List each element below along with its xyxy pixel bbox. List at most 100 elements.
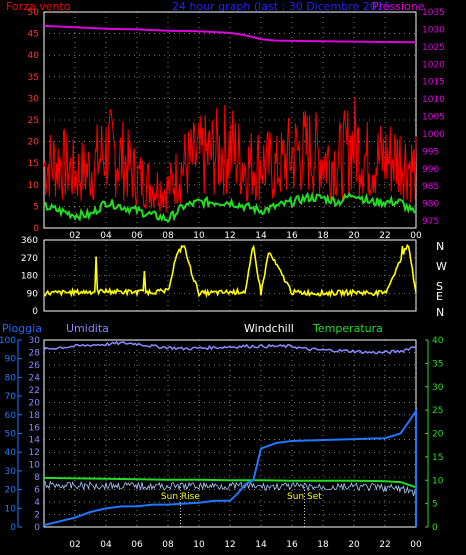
rain-y-tick-label: 60 bbox=[5, 411, 17, 421]
rain-y-tick-label: 90 bbox=[5, 355, 17, 365]
humidity-y-tick-label: 10 bbox=[29, 461, 41, 471]
pressure-y-tick-label: 1005 bbox=[422, 113, 445, 123]
wind-pressure-panel: 0510152025303540455097598098599099510001… bbox=[28, 8, 446, 241]
humidity-y-tick-label: 12 bbox=[29, 448, 40, 458]
wind-x-tick-label: 08 bbox=[162, 231, 174, 241]
humidity-y-tick-label: 18 bbox=[29, 411, 41, 421]
bottom-x-tick-label: 04 bbox=[100, 540, 112, 550]
bottom-x-tick-label: 10 bbox=[193, 540, 205, 550]
pressure-y-tick-label: 1015 bbox=[422, 78, 445, 88]
compass-s: S bbox=[436, 280, 443, 293]
wind-direction-panel: 0 90 180 270 360 bbox=[21, 236, 417, 317]
wind-y-tick-label: 50 bbox=[28, 8, 40, 18]
compass-n-bottom: N bbox=[436, 306, 444, 319]
pressure-y-tick-label: 1000 bbox=[422, 130, 445, 140]
temp-y-tick-label: 25 bbox=[432, 406, 443, 416]
pressure-y-tick-label: 995 bbox=[422, 147, 439, 157]
wind-x-tick-label: 18 bbox=[317, 231, 329, 241]
temperature-title: Temperatura bbox=[312, 322, 383, 335]
wind-x-tick-label: 12 bbox=[224, 231, 235, 241]
rain-line bbox=[43, 407, 417, 527]
wind-x-tick-label: 06 bbox=[131, 231, 143, 241]
temperature-line bbox=[43, 476, 417, 489]
temp-y-tick-label: 0 bbox=[432, 523, 438, 533]
humidity-line bbox=[43, 340, 417, 355]
wind-direction-line bbox=[43, 243, 417, 299]
wind-x-tick-label: 16 bbox=[286, 231, 298, 241]
wind-x-tick-label: 22 bbox=[379, 231, 390, 241]
rain-y-tick-label: 10 bbox=[5, 504, 17, 514]
wind-y-tick-label: 35 bbox=[28, 73, 39, 83]
pressure-y-tick-label: 975 bbox=[422, 217, 439, 227]
humidity-y-tick-label: 26 bbox=[29, 361, 41, 371]
pressure-y-tick-label: 1020 bbox=[422, 60, 445, 70]
rain-y-tick-label: 40 bbox=[5, 448, 17, 458]
bottom-x-tick-label: 08 bbox=[162, 540, 174, 550]
bottom-x-tick-label: 14 bbox=[255, 540, 267, 550]
direction-y-tick-label: 360 bbox=[21, 236, 38, 246]
wind-x-tick-label: 10 bbox=[193, 231, 205, 241]
wind-y-tick-label: 45 bbox=[28, 30, 39, 40]
humidity-y-tick-label: 16 bbox=[29, 423, 41, 433]
pressure-y-tick-label: 1025 bbox=[422, 43, 445, 53]
wind-title: Forza vento bbox=[6, 0, 71, 13]
wind-y-tick-label: 25 bbox=[28, 116, 39, 126]
temp-y-tick-label: 20 bbox=[432, 430, 444, 440]
pressure-title: Pressione bbox=[372, 0, 425, 13]
bottom-x-tick-label: 02 bbox=[69, 540, 80, 550]
rain-y-tick-label: 0 bbox=[10, 523, 16, 533]
compass-w: W bbox=[436, 260, 447, 273]
rain-y-tick-label: 20 bbox=[5, 486, 17, 496]
rain-hum-temp-panel: 0102030405060708090100024681012141618202… bbox=[0, 336, 444, 550]
temp-y-tick-label: 35 bbox=[432, 359, 443, 369]
wind-x-tick-label: 14 bbox=[255, 231, 267, 241]
pressure-y-tick-label: 1030 bbox=[422, 25, 445, 35]
humidity-y-tick-label: 8 bbox=[34, 473, 40, 483]
humidity-y-tick-label: 28 bbox=[29, 348, 41, 358]
bottom-x-tick-label: 00 bbox=[410, 540, 422, 550]
humidity-y-tick-label: 6 bbox=[34, 486, 40, 496]
wind-y-tick-label: 5 bbox=[33, 202, 39, 212]
bottom-x-tick-label: 12 bbox=[224, 540, 235, 550]
compass-e: E bbox=[436, 290, 443, 303]
sunset-label: Sun Set bbox=[287, 492, 322, 502]
compass-n-top: N bbox=[436, 240, 444, 253]
direction-y-tick-label: 180 bbox=[21, 272, 38, 282]
humidity-y-tick-label: 0 bbox=[34, 523, 40, 533]
temp-y-tick-label: 5 bbox=[432, 500, 438, 510]
pressure-y-tick-label: 1035 bbox=[422, 8, 445, 18]
rain-y-tick-label: 70 bbox=[5, 392, 17, 402]
rain-y-tick-label: 100 bbox=[0, 336, 16, 346]
wind-avg-line bbox=[43, 191, 417, 223]
humidity-title: Umidita bbox=[66, 322, 109, 335]
windchill-title: Windchill bbox=[244, 322, 294, 335]
temp-y-tick-label: 40 bbox=[432, 336, 444, 346]
wind-y-tick-label: 40 bbox=[28, 51, 40, 61]
pressure-y-tick-label: 985 bbox=[422, 182, 439, 192]
humidity-y-tick-label: 24 bbox=[29, 373, 41, 383]
pressure-y-tick-label: 980 bbox=[422, 200, 439, 210]
humidity-y-tick-label: 20 bbox=[29, 398, 41, 408]
temp-y-tick-label: 15 bbox=[432, 453, 443, 463]
humidity-y-tick-label: 22 bbox=[29, 386, 40, 396]
windchill-line bbox=[43, 480, 417, 497]
bottom-x-tick-label: 06 bbox=[131, 540, 143, 550]
wind-y-tick-label: 30 bbox=[28, 94, 40, 104]
humidity-y-tick-label: 2 bbox=[34, 511, 40, 521]
sunrise-label: Sun Rise bbox=[161, 492, 200, 502]
rain-y-tick-label: 80 bbox=[5, 373, 17, 383]
rain-y-tick-label: 30 bbox=[5, 467, 17, 477]
pressure-y-tick-label: 990 bbox=[422, 165, 439, 175]
wind-y-tick-label: 10 bbox=[28, 181, 40, 191]
bottom-panel-frame bbox=[43, 339, 417, 528]
wind-x-tick-label: 20 bbox=[348, 231, 360, 241]
rain-y-tick-label: 50 bbox=[5, 430, 17, 440]
temp-y-tick-label: 10 bbox=[432, 476, 444, 486]
wind-y-tick-label: 20 bbox=[28, 138, 40, 148]
humidity-y-tick-label: 14 bbox=[29, 436, 41, 446]
wind-gust-line bbox=[43, 97, 417, 213]
humidity-y-tick-label: 30 bbox=[29, 336, 41, 346]
wind-x-tick-label: 04 bbox=[100, 231, 112, 241]
bottom-x-tick-label: 18 bbox=[317, 540, 329, 550]
